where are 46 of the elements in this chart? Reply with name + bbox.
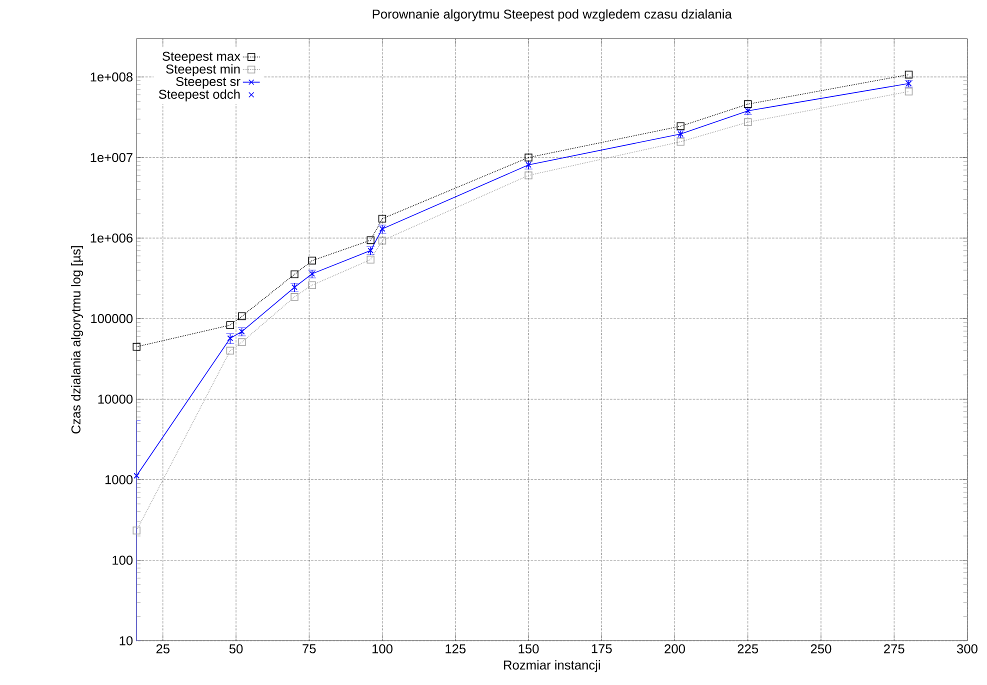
y-tick-label: 1e+008 <box>90 72 133 82</box>
y-tick-label: 1000 <box>105 475 133 484</box>
x-tick-label: 200 <box>664 644 685 654</box>
point <box>378 236 386 244</box>
legend-label: Steepest sr <box>176 76 240 88</box>
legend-label: Steepest min <box>166 64 240 76</box>
x-tick-label: 25 <box>156 644 170 654</box>
point <box>238 312 246 320</box>
point <box>132 526 140 534</box>
x-tick-label: 125 <box>446 644 466 654</box>
legend-label: Steepest odch <box>158 89 240 102</box>
point <box>226 321 234 329</box>
point <box>238 338 246 346</box>
y-tick-label: 100000 <box>91 314 133 324</box>
x-tick-label: 100 <box>372 644 392 654</box>
point <box>744 118 752 126</box>
chart-title: Porownanie algorytmu Steepest pod wzgledem czasu dzialania <box>372 9 732 22</box>
x-tick-label: 150 <box>518 644 539 654</box>
y-axis-title: Czas dzialania algorytmu log [µs] <box>71 246 84 434</box>
y-tick-label: 100 <box>112 556 133 565</box>
point <box>524 154 532 162</box>
legend-label: Steepest max <box>162 52 240 64</box>
x-tick-label: 275 <box>884 644 904 654</box>
y-tick-label: 1e+007 <box>90 152 132 162</box>
y-tick-label: 1e+006 <box>90 233 133 242</box>
point <box>132 342 140 350</box>
x-tick-label: 75 <box>302 644 316 654</box>
point <box>904 70 913 78</box>
point <box>226 346 234 354</box>
point <box>744 100 752 108</box>
y-tick-label: 10 <box>120 636 133 646</box>
x-tick-label: 300 <box>957 644 978 654</box>
y-tick-label: 10000 <box>98 394 133 404</box>
x-tick-label: 250 <box>810 644 832 654</box>
point <box>366 236 374 244</box>
point <box>290 292 298 301</box>
point <box>524 171 532 180</box>
point <box>308 256 316 264</box>
x-tick-label: 50 <box>229 644 243 654</box>
point <box>378 214 386 222</box>
point <box>676 122 684 130</box>
x-tick-label: 225 <box>738 644 758 654</box>
point <box>308 281 316 289</box>
x-tick-label: 175 <box>592 644 612 654</box>
x-axis-title: Rozmiar instancji <box>504 660 600 672</box>
point <box>290 270 298 278</box>
